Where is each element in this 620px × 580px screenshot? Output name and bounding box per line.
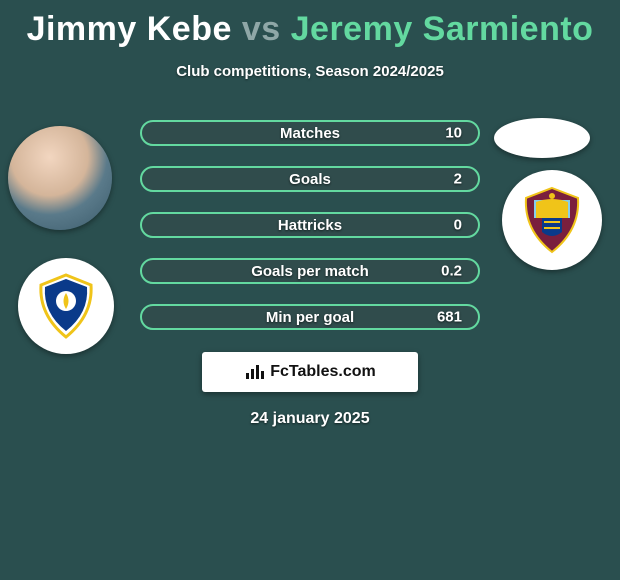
- stat-value: 10: [445, 125, 462, 142]
- vs-label: vs: [242, 10, 281, 48]
- stat-row: Matches 10: [140, 120, 480, 146]
- stat-row: Hattricks 0: [140, 212, 480, 238]
- date: 24 january 2025: [250, 410, 369, 428]
- brand-text: FcTables.com: [270, 363, 376, 381]
- subtitle: Club competitions, Season 2024/2025: [176, 63, 444, 80]
- stat-label: Goals: [289, 171, 331, 188]
- stat-row: Goals 2: [140, 166, 480, 192]
- stat-pill: Hattricks 0: [140, 212, 480, 238]
- stat-pill: Goals per match 0.2: [140, 258, 480, 284]
- player2-name: Jeremy Sarmiento: [291, 10, 594, 48]
- brand-box: FcTables.com: [202, 352, 418, 392]
- stat-pill: Matches 10: [140, 120, 480, 146]
- stat-value: 0: [454, 217, 462, 234]
- bar-chart-icon: [244, 363, 266, 381]
- stat-label: Matches: [280, 125, 340, 142]
- stat-value: 2: [454, 171, 462, 188]
- stat-row: Goals per match 0.2: [140, 258, 480, 284]
- player1-name: Jimmy Kebe: [27, 10, 232, 48]
- stat-value: 681: [437, 309, 462, 326]
- stat-label: Min per goal: [266, 309, 354, 326]
- stat-label: Hattricks: [278, 217, 342, 234]
- page-title: Jimmy Kebe vs Jeremy Sarmiento: [27, 10, 594, 49]
- stat-pill: Min per goal 681: [140, 304, 480, 330]
- stats-list: Matches 10 Goals 2 Hattricks 0 Goals per…: [0, 120, 620, 330]
- stat-label: Goals per match: [251, 263, 369, 280]
- comparison-card: Jimmy Kebe vs Jeremy Sarmiento Club comp…: [0, 0, 620, 580]
- stat-row: Min per goal 681: [140, 304, 480, 330]
- stat-pill: Goals 2: [140, 166, 480, 192]
- stat-value: 0.2: [441, 263, 462, 280]
